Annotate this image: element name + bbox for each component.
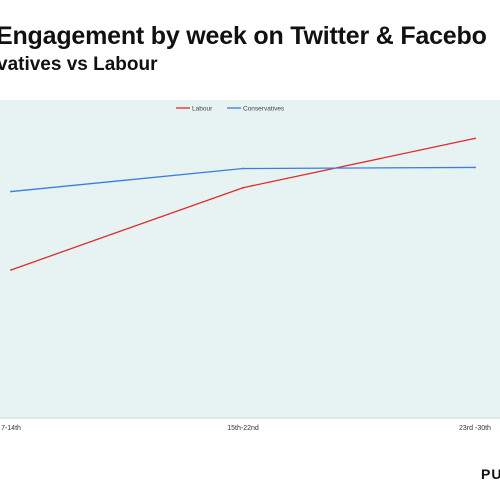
x-tick-label: 23rd -30th: [459, 425, 491, 432]
chart-title: Engagement by week on Twitter & Facebo: [0, 22, 487, 50]
data-point-conservatives: [242, 167, 244, 170]
data-point-labour: [242, 186, 244, 189]
data-point-conservatives: [10, 190, 12, 193]
data-point-labour: [474, 137, 476, 140]
legend-label: Labour: [192, 106, 213, 113]
data-point-labour: [10, 269, 12, 271]
legend-label: Conservatives: [243, 106, 285, 113]
x-tick-label: 15th-22nd: [227, 425, 259, 432]
plot-background: [0, 100, 500, 418]
x-tick-label: 7-14th: [1, 425, 21, 432]
chart-subtitle: vatives vs Labour: [0, 54, 158, 75]
line-chart: 7-14th 15th-22nd 23rd -30th Labour Conservat…: [0, 100, 500, 432]
data-point-conservatives: [474, 166, 476, 169]
brand-logo-text: PU: [481, 466, 500, 482]
